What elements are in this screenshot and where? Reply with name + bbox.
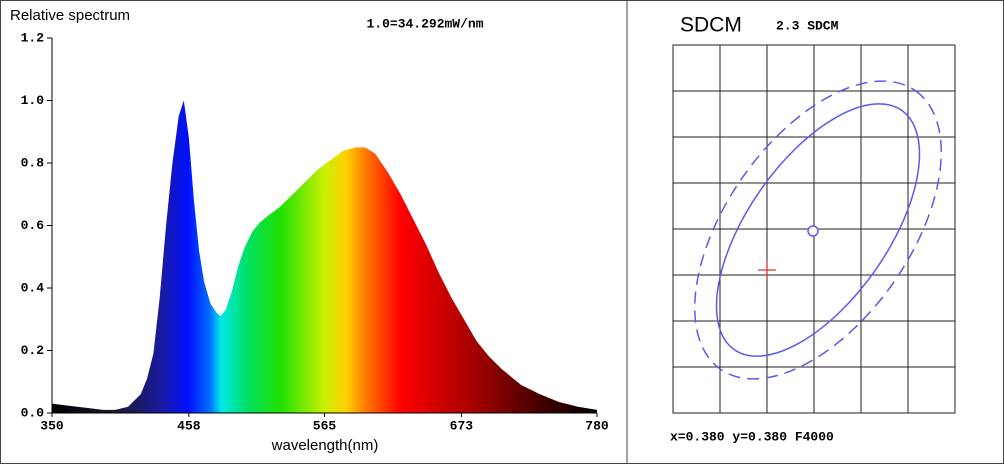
- spectrum-area: [52, 100, 597, 413]
- sdcm-caption: x=0.380 y=0.380 F4000: [670, 429, 834, 444]
- x-tick-label: 458: [177, 418, 201, 433]
- x-tick-label: 780: [585, 418, 609, 433]
- y-tick-label: 0.8: [21, 155, 45, 170]
- outer-ellipse: [694, 80, 942, 380]
- y-tick-label: 0.2: [21, 343, 45, 358]
- sdcm-value: 2.3 SDCM: [776, 18, 839, 33]
- sdcm-title: SDCM: [680, 14, 742, 37]
- y-tick-label: 1.0: [21, 93, 45, 108]
- sdcm-panel: SDCM 2.3 SDCM x=0.380 y=0.380 F4000: [670, 14, 956, 444]
- y-tick-label: 1.2: [21, 30, 45, 45]
- chart-title: Relative spectrum: [10, 7, 130, 24]
- x-axis-label: wavelength(nm): [271, 437, 379, 454]
- x-tick-label: 673: [450, 418, 474, 433]
- y-tick-label: 0.0: [21, 405, 45, 420]
- y-tick-label: 0.4: [21, 280, 45, 295]
- target-point: [807, 225, 819, 237]
- measured-point: [758, 261, 776, 279]
- inner-ellipse: [715, 103, 921, 357]
- y-tick-label: 0.6: [21, 218, 45, 233]
- x-tick-label: 350: [40, 418, 64, 433]
- x-tick-label: 565: [313, 418, 337, 433]
- annotation: 1.0=34.292mW/nm: [366, 16, 483, 31]
